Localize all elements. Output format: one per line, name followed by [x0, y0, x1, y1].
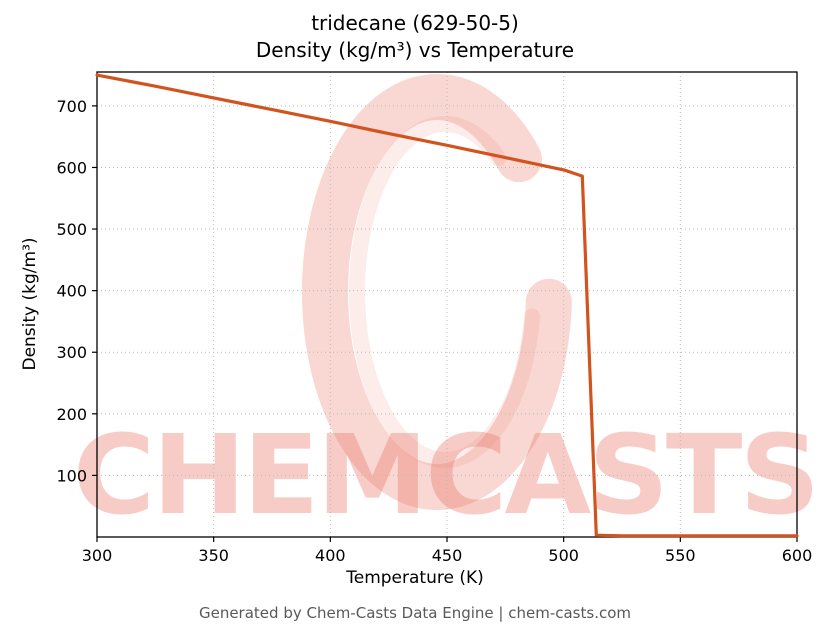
x-tick-label: 600 — [782, 546, 813, 565]
y-tick-label: 200 — [56, 405, 87, 424]
y-tick-label: 400 — [56, 282, 87, 301]
x-tick-label: 550 — [665, 546, 696, 565]
x-tick-label: 400 — [315, 546, 346, 565]
chart-title-block: tridecane (629-50-5) Density (kg/m³) vs … — [62, 10, 768, 64]
density-line — [95, 73, 799, 538]
y-tick-label: 500 — [56, 220, 87, 239]
x-tick-label: 450 — [432, 546, 463, 565]
y-tick-label: 600 — [56, 158, 87, 177]
chart-title-line1: tridecane (629-50-5) — [311, 11, 519, 35]
x-tick-label: 300 — [82, 546, 113, 565]
x-axis-label: Temperature (K) — [346, 568, 484, 588]
chart-title-line2: Density (kg/m³) vs Temperature — [255, 38, 575, 62]
y-tick-label: 300 — [56, 343, 87, 362]
y-tick-label: 100 — [56, 466, 87, 485]
y-axis-label: Density (kg/m³) — [20, 237, 40, 371]
x-tick-label: 500 — [548, 546, 579, 565]
footer-caption: Generated by Chem-Casts Data Engine | ch… — [198, 604, 632, 622]
plot-border — [96, 71, 798, 538]
y-tick-label: 700 — [56, 97, 87, 116]
x-tick-label: 350 — [198, 546, 229, 565]
